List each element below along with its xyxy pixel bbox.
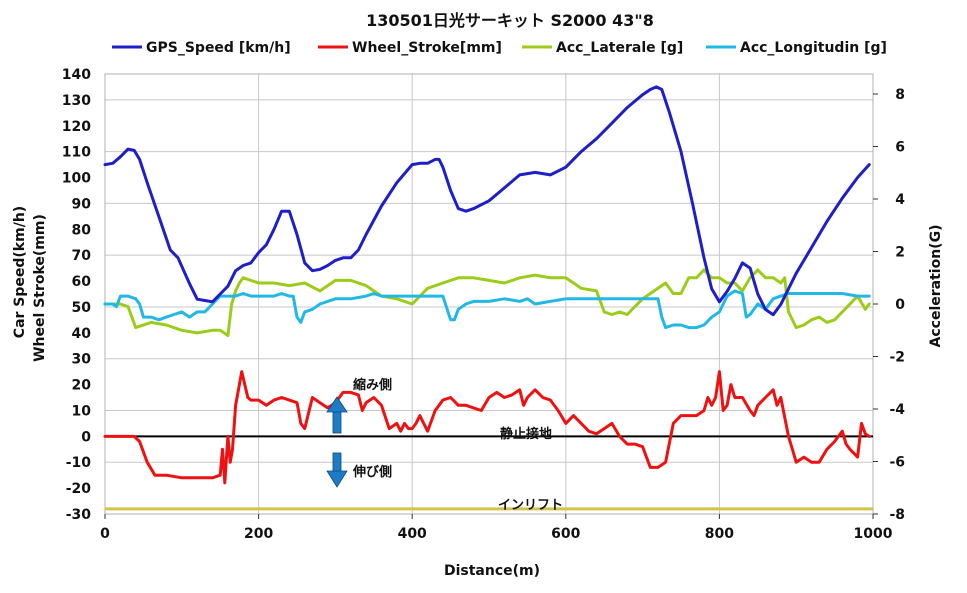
x-tick-label: 600 xyxy=(551,526,580,542)
annotation-compress: 縮み側 xyxy=(353,377,392,393)
x-tick-label: 800 xyxy=(705,526,734,542)
chart-title: 130501日光サーキット S2000 43"8 xyxy=(366,11,654,30)
y-tick-label-right: 8 xyxy=(895,87,905,103)
y-tick-label-left: 90 xyxy=(72,196,92,212)
x-tick-label: 1000 xyxy=(854,526,893,542)
left-axis-ticks: -30 -20 -10 0 10 20 30 40 50 60 70 80 90 100 110 120 130… xyxy=(62,67,91,523)
y-tick-label-left: 30 xyxy=(72,352,92,368)
y-tick-label-left: 120 xyxy=(62,119,91,135)
y-tick-label-left: 20 xyxy=(72,378,92,394)
y-tick-label-right: 0 xyxy=(895,297,905,313)
y-tick-label-right: -4 xyxy=(889,402,905,418)
compress-arrow xyxy=(326,396,348,434)
x-axis-ticks: 0 200 400 600 800 1000 xyxy=(100,514,893,542)
annotation-static: 静止接地 xyxy=(500,426,552,442)
series-line xyxy=(103,85,871,317)
legend: GPS_Speed [km/h] Wheel_Stroke[mm] Acc_Late… xyxy=(112,40,887,56)
x-tick-label: 400 xyxy=(398,526,427,542)
y-tick-label-left: -10 xyxy=(66,455,92,471)
series-layer xyxy=(103,85,871,485)
y-tick-label-right: -2 xyxy=(889,350,905,366)
right-axis-ticks: -8 -6 -4 -2 0 2 4 6 8 xyxy=(873,87,905,523)
y-tick-label-right: -8 xyxy=(889,507,905,523)
x-axis-label: Distance(m) xyxy=(444,563,540,579)
y-tick-label-left: 80 xyxy=(72,222,92,238)
annotation-rebound: 伸び側 xyxy=(352,464,392,480)
y-tick-label-left: 70 xyxy=(72,248,92,264)
y-tick-label-right: 6 xyxy=(895,140,905,156)
y-tick-label-right: 2 xyxy=(895,245,905,261)
y-tick-label-left: 50 xyxy=(72,300,92,316)
series-line xyxy=(103,289,871,330)
x-tick-label: 200 xyxy=(244,526,273,542)
y-tick-label-left: 130 xyxy=(62,93,91,109)
x-tick-label: 0 xyxy=(100,526,110,542)
y-tick-label-right: 4 xyxy=(895,192,905,208)
y-axis-label-left-1: Car Speed(km/h) xyxy=(12,206,28,338)
y-tick-label-right: -6 xyxy=(889,455,905,471)
series-line xyxy=(103,370,871,485)
y-tick-label-left: 0 xyxy=(81,429,91,445)
y-tick-label-left: -30 xyxy=(66,507,92,523)
legend-label: Acc_Laterale [g] xyxy=(556,40,683,56)
y-tick-label-left: 60 xyxy=(72,274,92,290)
plot-area-border xyxy=(104,73,874,515)
y-tick-label-left: 110 xyxy=(62,145,91,161)
legend-label: GPS_Speed [km/h] xyxy=(146,40,291,56)
legend-label: Wheel_Stroke[mm] xyxy=(352,40,502,56)
y-tick-label-left: 40 xyxy=(72,326,92,342)
rebound-arrow xyxy=(326,452,348,488)
y-tick-label-left: 10 xyxy=(72,403,92,419)
y-axis-label-left-2: Wheel Stroke(mm) xyxy=(32,214,48,362)
legend-label: Acc_Longitudin [g] xyxy=(740,40,887,56)
y-tick-label-left: 140 xyxy=(62,67,91,83)
series-line xyxy=(103,268,871,337)
y-tick-label-left: 100 xyxy=(62,171,91,187)
annotation-inlift: インリフト xyxy=(498,498,563,513)
y-tick-label-left: -20 xyxy=(66,481,92,497)
y-axis-label-right: Acceleration(G) xyxy=(928,225,944,348)
